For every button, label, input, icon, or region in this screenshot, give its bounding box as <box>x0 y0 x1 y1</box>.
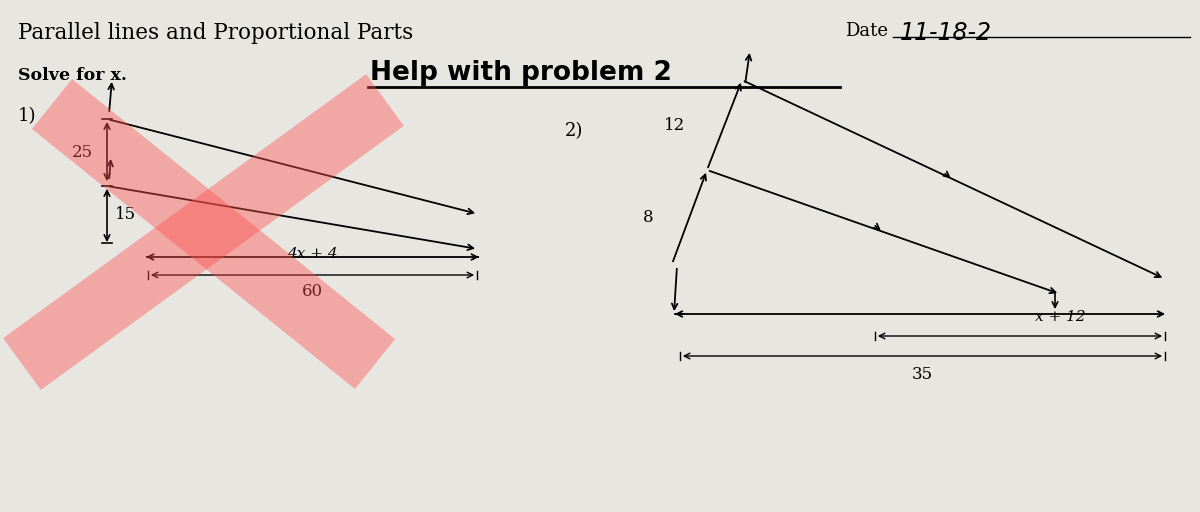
Polygon shape <box>32 79 395 389</box>
Text: 12: 12 <box>664 117 685 134</box>
Text: Help with problem 2: Help with problem 2 <box>370 60 672 86</box>
Text: 60: 60 <box>302 283 323 300</box>
Text: 1): 1) <box>18 107 36 125</box>
Text: 25: 25 <box>72 144 94 161</box>
Text: 2): 2) <box>565 122 583 140</box>
Text: Solve for x.: Solve for x. <box>18 67 127 84</box>
Text: Date: Date <box>845 22 888 40</box>
Text: 11-18-2: 11-18-2 <box>900 21 992 45</box>
Text: 4x + 4: 4x + 4 <box>287 247 338 261</box>
Text: Parallel lines and Proportional Parts: Parallel lines and Proportional Parts <box>18 22 413 44</box>
Text: x + 12: x + 12 <box>1034 310 1085 324</box>
Text: 35: 35 <box>912 366 934 383</box>
Text: 8: 8 <box>643 208 654 225</box>
Text: 15: 15 <box>115 206 136 223</box>
Polygon shape <box>4 74 404 390</box>
